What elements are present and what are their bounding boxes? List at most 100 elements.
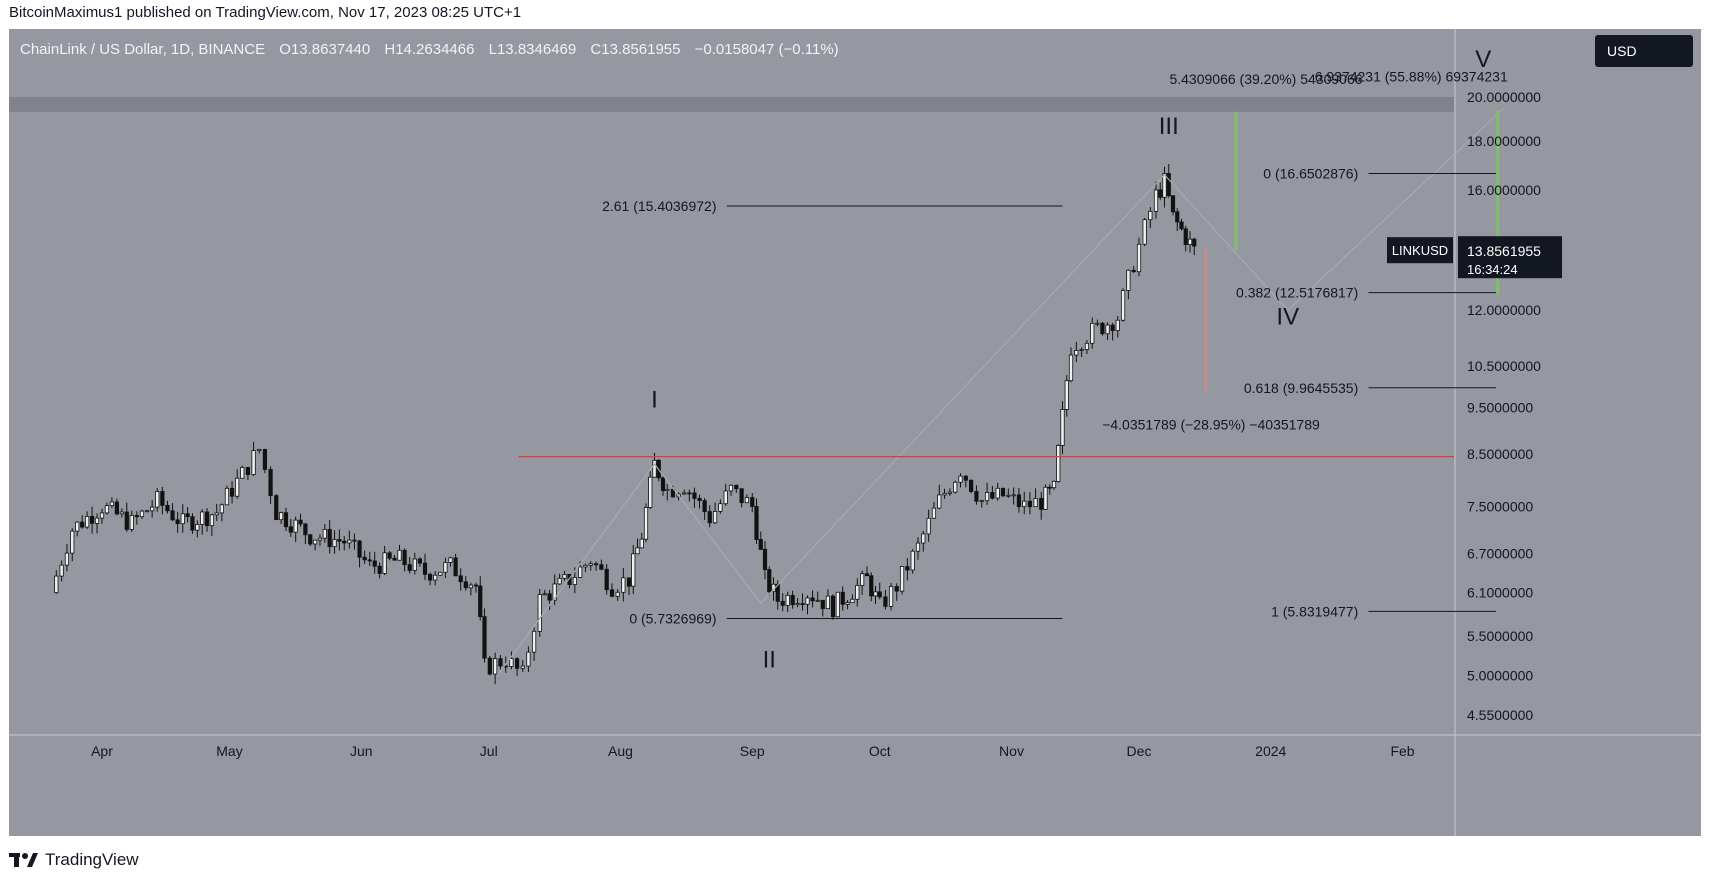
candle (298, 519, 303, 525)
candle (947, 491, 952, 494)
legend-low-label: L (488, 41, 497, 58)
candle (357, 540, 362, 558)
resistance-band (9, 97, 1454, 112)
candle (397, 549, 402, 561)
candle (531, 630, 537, 653)
footer-brand[interactable]: TradingView (9, 850, 139, 870)
candle (567, 574, 572, 585)
candle (262, 448, 268, 470)
candle (855, 585, 860, 600)
candle (185, 513, 190, 518)
candle (609, 589, 615, 597)
candle (124, 511, 129, 530)
candles-group (54, 163, 1197, 685)
candle (448, 557, 453, 563)
chart-area[interactable]: 2.61 (15.4036972) 0 (5.7326969) 0 (16.6502… (9, 29, 1701, 836)
candle (626, 577, 632, 587)
candle (800, 603, 805, 605)
candle (604, 568, 609, 591)
wave-label-I: I (651, 387, 658, 414)
candle (552, 583, 557, 601)
candle (692, 492, 697, 499)
candle (969, 479, 974, 492)
candle (1064, 380, 1069, 410)
price-tick-label: 5.5000000 (1467, 628, 1533, 644)
legend-close: 13.8561955 (601, 41, 681, 58)
candle (1033, 498, 1038, 508)
candle (888, 586, 894, 607)
candle (144, 510, 150, 513)
measure-label-down: −4.0351789 (−28.95%) −40351789 (1102, 417, 1320, 433)
candle (526, 651, 531, 667)
candle (427, 573, 433, 581)
candle (235, 477, 240, 497)
time-tick-label: Jun (350, 743, 373, 759)
candle (1115, 319, 1120, 331)
measure-label-up-2: 6.9374231 (55.88%) 69374231 (1315, 69, 1508, 85)
wave-label-IV: IV (1276, 303, 1299, 330)
candle (652, 459, 657, 478)
candle (180, 513, 185, 525)
candle (687, 492, 692, 495)
candle (473, 584, 479, 587)
candle (94, 517, 100, 524)
time-tick-label: Oct (869, 743, 891, 759)
wave-label-III: III (1159, 113, 1179, 140)
candle (251, 450, 256, 475)
footer-brand-text: TradingView (45, 850, 139, 869)
candle (873, 591, 878, 597)
candle (514, 658, 520, 669)
currency-button[interactable]: USD (1595, 35, 1693, 67)
candle (825, 595, 831, 610)
candle (372, 560, 377, 567)
candle (1187, 238, 1193, 246)
candle (1068, 354, 1074, 382)
candle (979, 500, 984, 503)
candle (790, 594, 795, 606)
candle (200, 511, 205, 525)
candle (293, 519, 298, 533)
candle (367, 559, 372, 562)
candle (593, 563, 599, 566)
candle (139, 510, 145, 518)
candle (165, 504, 170, 512)
candle (648, 476, 653, 508)
candle (332, 539, 337, 548)
candle (1110, 324, 1115, 331)
candle (1084, 342, 1090, 350)
candle (762, 548, 768, 570)
candle (1006, 494, 1011, 497)
candle (1162, 173, 1167, 198)
legend-low: 13.8346469 (496, 41, 577, 58)
candle (482, 616, 487, 659)
candle (810, 597, 815, 602)
legend-close-label: C (590, 41, 602, 58)
price-tick-label: 9.5000000 (1467, 400, 1533, 416)
candle (542, 593, 547, 596)
price-tick-label: 20.0000000 (1467, 89, 1541, 105)
candle (134, 515, 139, 518)
candle (537, 594, 542, 632)
candle (1170, 195, 1176, 213)
candle (615, 591, 620, 597)
candle (921, 533, 926, 544)
measure-label-up: 5.4309066 (39.20%) 54309066 (1169, 71, 1362, 87)
time-tick-label: May (216, 743, 242, 759)
candle (1027, 500, 1033, 508)
candle (337, 539, 342, 542)
candle (599, 564, 604, 570)
candle (1043, 486, 1048, 510)
candle (59, 564, 64, 577)
candle (1166, 173, 1171, 197)
candle (869, 575, 874, 597)
candle (342, 540, 347, 544)
candle (99, 512, 105, 519)
candle (894, 586, 899, 592)
candle (1192, 238, 1197, 247)
candle (754, 506, 759, 540)
candle (150, 506, 155, 512)
chart-svg[interactable]: 2.61 (15.4036972) 0 (5.7326969) 0 (16.6502… (9, 29, 1701, 836)
candle (665, 488, 670, 491)
candle (860, 573, 865, 586)
candle (588, 563, 593, 566)
